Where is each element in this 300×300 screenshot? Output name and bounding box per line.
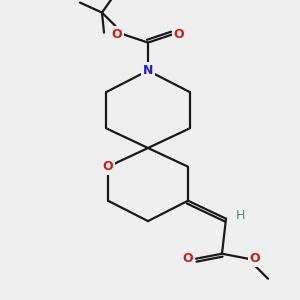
Text: H: H: [236, 209, 245, 222]
Text: N: N: [143, 64, 153, 77]
Text: O: O: [183, 252, 193, 265]
Text: O: O: [103, 160, 113, 173]
Text: O: O: [250, 252, 260, 265]
Text: O: O: [112, 28, 122, 41]
Text: O: O: [174, 28, 184, 41]
